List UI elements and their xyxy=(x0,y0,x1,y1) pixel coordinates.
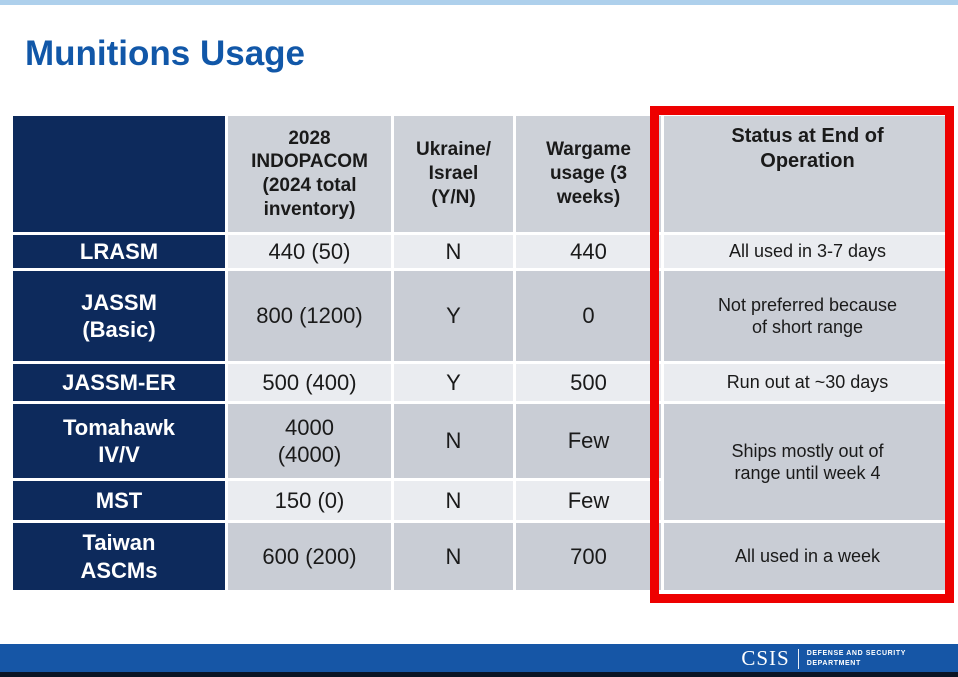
row-label: Taiwan ASCMs xyxy=(10,520,228,593)
cell-ukraine-israel: N xyxy=(391,478,516,523)
table-row-mst: MST 150 (0) N Few xyxy=(10,478,953,523)
csis-logo: CSIS DEFENSE AND SECURITY DEPARTMENT xyxy=(741,646,906,671)
table-row-taiwan-ascms: Taiwan ASCMs 600 (200) N 700 All used in… xyxy=(10,520,954,593)
department-label: DEFENSE AND SECURITY DEPARTMENT xyxy=(807,649,906,668)
cell-inventory: 150 (0) xyxy=(225,478,394,523)
cell-wargame-usage: Few xyxy=(513,401,664,481)
cell-inventory: 800 (1200) xyxy=(225,268,394,364)
cell-ukraine-israel: N xyxy=(391,401,516,481)
top-accent-strip xyxy=(0,0,958,5)
department-line1: DEFENSE AND SECURITY xyxy=(806,650,906,658)
table-row-tomahawk: Tomahawk IV/V 4000 (4000) N Few Ships mo… xyxy=(10,401,954,523)
cell-status-merged: Ships mostly out of range until week 4 xyxy=(661,401,954,523)
column-header-inventory: 2028 INDOPACOM (2024 total inventory) xyxy=(225,113,394,235)
table-row-jassm-basic: JASSM (Basic) 800 (1200) Y 0 Not preferr… xyxy=(10,268,954,364)
table-header-row: 2028 INDOPACOM (2024 total inventory) Uk… xyxy=(10,113,954,235)
cell-wargame-usage: 0 xyxy=(513,268,664,364)
row-label: MST xyxy=(10,478,228,523)
cell-status: All used in a week xyxy=(661,520,954,593)
cell-inventory: 440 (50) xyxy=(225,232,394,271)
csis-logo-text: CSIS xyxy=(741,646,790,670)
cell-status: Run out at ~30 days xyxy=(661,361,954,404)
cell-inventory: 4000 (4000) xyxy=(225,401,394,481)
column-header-status: Status at End of Operation xyxy=(661,113,954,235)
row-label: LRASM xyxy=(10,232,228,271)
munitions-table: 2028 INDOPACOM (2024 total inventory) Uk… xyxy=(10,113,954,593)
cell-ukraine-israel: N xyxy=(391,520,516,593)
table-row-lrasm: LRASM 440 (50) N 440 All used in 3-7 day… xyxy=(10,232,954,271)
cell-status: All used in 3-7 days xyxy=(661,232,954,271)
cell-wargame-usage: 440 xyxy=(513,232,664,271)
page-title: Munitions Usage xyxy=(25,34,306,73)
column-header-ukraine-israel: Ukraine/ Israel (Y/N) xyxy=(391,113,516,235)
cell-ukraine-israel: N xyxy=(391,232,516,271)
table-row-jassm-er: JASSM-ER 500 (400) Y 500 Run out at ~30 … xyxy=(10,361,954,404)
cell-ukraine-israel: Y xyxy=(391,268,516,364)
cell-inventory: 600 (200) xyxy=(225,520,394,593)
column-header-wargame-usage: Wargame usage (3 weeks) xyxy=(513,113,664,235)
cell-ukraine-israel: Y xyxy=(391,361,516,404)
cell-wargame-usage: 700 xyxy=(513,520,664,593)
cell-inventory: 500 (400) xyxy=(225,361,394,404)
row-label: JASSM (Basic) xyxy=(10,268,228,364)
cell-status: Not preferred because of short range xyxy=(661,268,954,364)
row-label: Tomahawk IV/V xyxy=(10,401,228,481)
table-corner-cell xyxy=(10,113,228,235)
bottom-accent-strip xyxy=(0,672,958,677)
row-label: JASSM-ER xyxy=(10,361,228,404)
munitions-table-wrap: 2028 INDOPACOM (2024 total inventory) Uk… xyxy=(10,113,954,593)
cell-wargame-usage: Few xyxy=(513,478,664,523)
footer-divider xyxy=(797,648,799,669)
cell-wargame-usage: 500 xyxy=(513,361,664,404)
department-line2: DEPARTMENT xyxy=(806,659,861,667)
